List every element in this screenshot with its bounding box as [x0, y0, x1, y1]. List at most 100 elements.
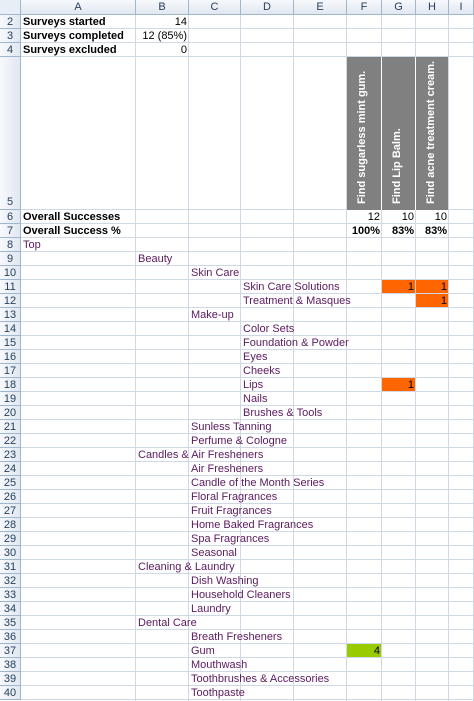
row-header[interactable]: 6 — [0, 210, 21, 224]
column-header[interactable]: D — [241, 0, 294, 15]
tree-node[interactable]: Make-up — [191, 309, 234, 321]
tree-node[interactable]: Top — [23, 239, 41, 251]
overall-success-percent[interactable]: 83% — [391, 225, 414, 237]
row-header[interactable]: 18 — [0, 378, 21, 392]
row-header[interactable]: 28 — [0, 518, 21, 532]
tree-node[interactable]: Breath Fresheners — [191, 631, 283, 643]
row-header[interactable]: 38 — [0, 658, 21, 672]
row-header[interactable]: 8 — [0, 238, 21, 252]
row-header[interactable]: 11 — [0, 280, 21, 294]
select-all-corner[interactable] — [0, 0, 21, 15]
tree-node[interactable]: Floral Fragrances — [191, 491, 278, 503]
tree-node[interactable]: Toothbrushes & Accessories — [191, 673, 330, 685]
row-header[interactable]: 5 — [0, 57, 21, 210]
row-header[interactable]: 31 — [0, 560, 21, 574]
label-overall-successes[interactable]: Overall Successes — [23, 211, 121, 223]
tree-node[interactable]: Sunless Tanning — [191, 421, 272, 433]
tree-node[interactable]: Nails — [243, 393, 268, 405]
row-header[interactable]: 26 — [0, 490, 21, 504]
tree-node[interactable]: Skin Care — [191, 267, 240, 279]
tree-node[interactable]: Gum — [191, 645, 215, 657]
highlight-value[interactable]: 1 — [407, 379, 414, 391]
tree-node[interactable]: Candle of the Month Series — [191, 477, 325, 489]
column-header[interactable]: F — [347, 0, 382, 15]
column-header[interactable]: A — [21, 0, 136, 15]
row-header[interactable]: 40 — [0, 686, 21, 700]
tree-node[interactable]: Beauty — [138, 253, 173, 265]
column-header[interactable]: H — [416, 0, 449, 15]
tree-node[interactable]: Color Sets — [243, 323, 295, 335]
row-header[interactable]: 29 — [0, 532, 21, 546]
column-header[interactable]: E — [294, 0, 347, 15]
tree-node[interactable]: Household Cleaners — [191, 589, 291, 601]
row-header[interactable]: 37 — [0, 644, 21, 658]
highlight-value[interactable]: 1 — [440, 295, 447, 307]
row-header[interactable]: 30 — [0, 546, 21, 560]
label-surveys-started[interactable]: Surveys started — [23, 16, 106, 28]
value-surveys-excluded[interactable]: 0 — [180, 44, 187, 56]
tree-node[interactable]: Mouthwash — [191, 659, 248, 671]
row-header[interactable]: 33 — [0, 588, 21, 602]
overall-success-count[interactable]: 12 — [367, 211, 380, 223]
highlight-value[interactable]: 4 — [373, 645, 380, 657]
tree-node[interactable]: Air Fresheners — [191, 463, 264, 475]
row-header[interactable]: 20 — [0, 406, 21, 420]
tree-node[interactable]: Foundation & Powder — [243, 337, 349, 349]
tree-node[interactable]: Fruit Fragrances — [191, 505, 272, 517]
tree-node[interactable]: Laundry — [191, 603, 231, 615]
row-header[interactable]: 27 — [0, 504, 21, 518]
highlight-value[interactable]: 1 — [407, 281, 414, 293]
row-header[interactable]: 39 — [0, 672, 21, 686]
tree-node[interactable]: Candles & Air Fresheners — [138, 449, 264, 461]
row-header[interactable]: 34 — [0, 602, 21, 616]
highlight-value[interactable]: 1 — [440, 281, 447, 293]
label-surveys-completed[interactable]: Surveys completed — [23, 30, 124, 42]
row-header[interactable]: 21 — [0, 420, 21, 434]
row-header[interactable]: 24 — [0, 462, 21, 476]
tree-node[interactable]: Cleaning & Laundry — [138, 561, 235, 573]
overall-success-count[interactable]: 10 — [401, 211, 414, 223]
row-header[interactable]: 25 — [0, 476, 21, 490]
column-header[interactable]: I — [449, 0, 474, 15]
overall-success-count[interactable]: 10 — [434, 211, 447, 223]
tree-node[interactable]: Skin Care Solutions — [243, 281, 340, 293]
row-header[interactable]: 9 — [0, 252, 21, 266]
row-header[interactable]: 14 — [0, 322, 21, 336]
row-header[interactable]: 3 — [0, 29, 21, 43]
row-header[interactable]: 35 — [0, 616, 21, 630]
row-header[interactable]: 13 — [0, 308, 21, 322]
value-surveys-started[interactable]: 14 — [174, 16, 187, 28]
tree-node[interactable]: Toothpaste — [191, 687, 245, 699]
tree-node[interactable]: Perfume & Cologne — [191, 435, 287, 447]
column-header[interactable]: B — [136, 0, 189, 15]
tree-node[interactable]: Dental Care — [138, 617, 197, 629]
overall-success-percent[interactable]: 100% — [351, 225, 380, 237]
value-surveys-completed[interactable]: 12 (85%) — [142, 30, 187, 42]
column-header[interactable]: C — [189, 0, 241, 15]
overall-success-percent[interactable]: 83% — [424, 225, 447, 237]
row-header[interactable]: 12 — [0, 294, 21, 308]
row-header[interactable]: 4 — [0, 43, 21, 57]
tree-node[interactable]: Eyes — [243, 351, 268, 363]
row-header[interactable]: 17 — [0, 364, 21, 378]
row-header[interactable]: 7 — [0, 224, 21, 238]
row-header[interactable]: 23 — [0, 448, 21, 462]
tree-node[interactable]: Brushes & Tools — [243, 407, 323, 419]
label-surveys-excluded[interactable]: Surveys excluded — [23, 44, 117, 56]
row-header[interactable]: 19 — [0, 392, 21, 406]
row-header[interactable]: 16 — [0, 350, 21, 364]
row-header[interactable]: 15 — [0, 336, 21, 350]
row-header[interactable]: 10 — [0, 266, 21, 280]
tree-node[interactable]: Treatment & Masques — [243, 295, 351, 307]
column-header[interactable]: G — [382, 0, 416, 15]
row-header[interactable]: 32 — [0, 574, 21, 588]
row-header[interactable]: 22 — [0, 434, 21, 448]
row-header[interactable]: 2 — [0, 15, 21, 29]
row-header[interactable]: 36 — [0, 630, 21, 644]
tree-node[interactable]: Spa Fragrances — [191, 533, 270, 545]
label-overall-success-pct[interactable]: Overall Success % — [23, 225, 121, 237]
tree-node[interactable]: Dish Washing — [191, 575, 259, 587]
tree-node[interactable]: Seasonal — [191, 547, 237, 559]
tree-node[interactable]: Home Baked Fragrances — [191, 519, 314, 531]
tree-node[interactable]: Cheeks — [243, 365, 281, 377]
